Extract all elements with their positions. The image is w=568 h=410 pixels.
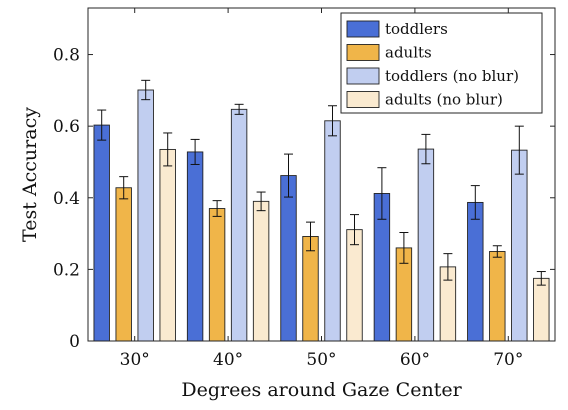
y-tick-label: 0.6 bbox=[53, 117, 80, 137]
y-tick-label: 0 bbox=[69, 332, 80, 352]
legend-label: toddlers bbox=[385, 20, 448, 38]
y-tick-label: 0.8 bbox=[53, 46, 80, 66]
bar-3-1 bbox=[252, 200, 270, 342]
legend-label: adults (no blur) bbox=[385, 91, 503, 109]
bar-2-4 bbox=[511, 149, 528, 342]
bar-0-2 bbox=[280, 175, 297, 342]
legend-swatch-3 bbox=[346, 91, 380, 108]
bar-2-3 bbox=[417, 148, 435, 342]
y-axis-title: Test Accuracy bbox=[19, 107, 41, 242]
legend-swatch-1 bbox=[346, 44, 380, 61]
x-tick-label: 60° bbox=[400, 350, 430, 370]
bar-1-1 bbox=[208, 208, 226, 342]
x-tick-label: 70° bbox=[493, 350, 523, 370]
x-axis-title: Degrees around Gaze Center bbox=[181, 379, 462, 401]
bar-3-4 bbox=[533, 277, 550, 342]
bar-2-2 bbox=[324, 120, 341, 342]
axes: 0 0.2 0.4 0.6 0.8 30° 40° 50° 60° 70° bbox=[53, 7, 556, 370]
bar-2-0 bbox=[137, 89, 154, 342]
y-tick-label: 0.2 bbox=[53, 260, 80, 280]
bar-2-1 bbox=[230, 108, 248, 342]
bar-1-2 bbox=[302, 235, 319, 342]
x-tick-label: 50° bbox=[306, 350, 336, 370]
bar-3-0 bbox=[159, 148, 176, 342]
legend: toddlers adults toddlers (no blur) adults (… bbox=[340, 12, 543, 114]
legend-label: toddlers (no blur) bbox=[385, 67, 519, 85]
bar-0-0 bbox=[93, 124, 110, 342]
x-tick-label: 30° bbox=[120, 350, 150, 370]
bar-1-0 bbox=[115, 187, 132, 342]
x-tick-label: 40° bbox=[213, 350, 243, 370]
legend-swatch-2 bbox=[346, 67, 380, 85]
bar-3-2 bbox=[346, 229, 363, 342]
bar-1-4 bbox=[489, 251, 506, 342]
legend-label: adults bbox=[385, 44, 432, 62]
legend-swatch-0 bbox=[346, 20, 380, 38]
y-tick-label: 0.4 bbox=[53, 189, 80, 209]
bar-0-4 bbox=[467, 201, 484, 342]
bar-0-1 bbox=[186, 151, 204, 342]
